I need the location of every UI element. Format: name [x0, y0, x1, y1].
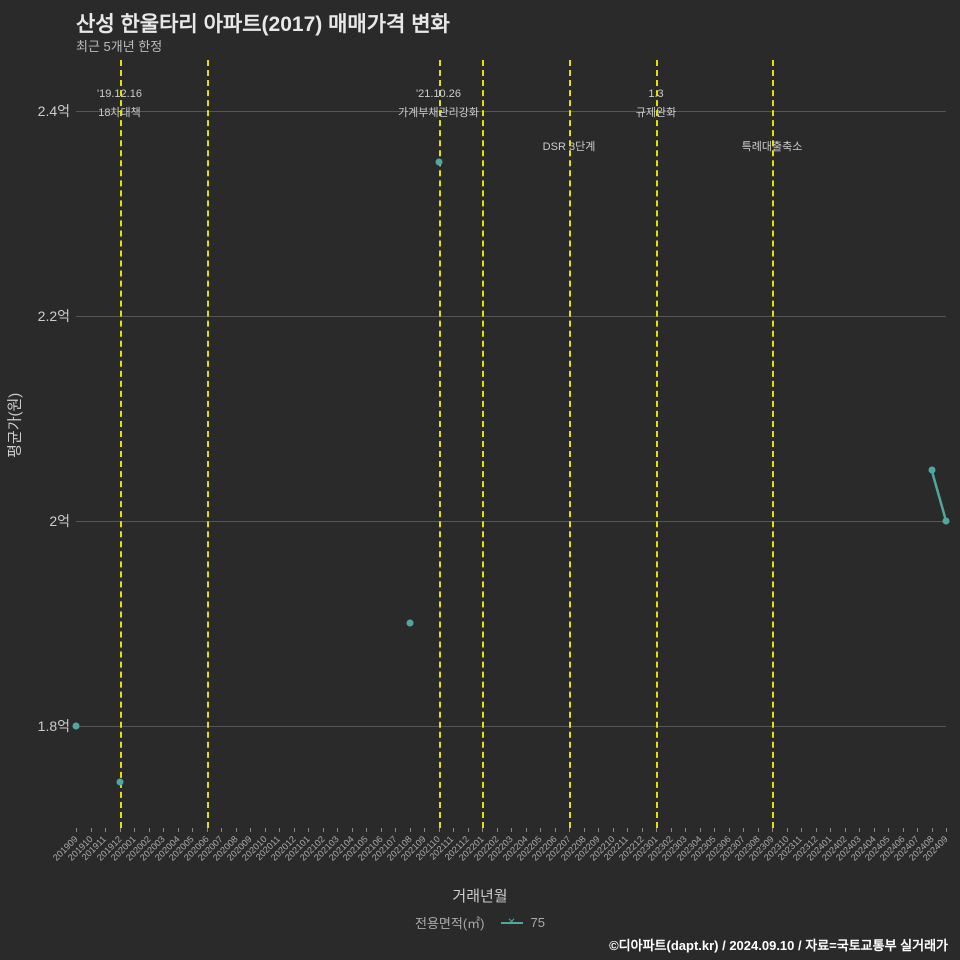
event-vline: [772, 60, 774, 828]
xtick-mark: [642, 828, 643, 832]
xtick-mark: [134, 828, 135, 832]
xtick-mark: [149, 828, 150, 832]
legend-marker: [501, 922, 523, 924]
event-annotation: 가계부채관리강화: [398, 104, 479, 120]
xtick-mark: [468, 828, 469, 832]
xtick-mark: [569, 828, 570, 832]
xtick-mark: [395, 828, 396, 832]
event-annotation: 18차대책: [98, 104, 141, 120]
xtick-mark: [932, 828, 933, 832]
chart-title: 산성 한울타리 아파트(2017) 매매가격 변화: [76, 8, 450, 38]
xtick-mark: [236, 828, 237, 832]
xtick-mark: [207, 828, 208, 832]
xtick-mark: [714, 828, 715, 832]
data-point: [928, 466, 935, 473]
legend: 전용면적(㎡) 75: [415, 913, 545, 932]
xtick-mark: [337, 828, 338, 832]
xtick-mark: [874, 828, 875, 832]
xtick-mark: [685, 828, 686, 832]
xtick-mark: [105, 828, 106, 832]
data-point: [406, 620, 413, 627]
xtick-mark: [410, 828, 411, 832]
event-vline: [569, 60, 571, 828]
legend-title: 전용면적(㎡): [415, 913, 485, 932]
data-point: [116, 778, 123, 785]
xtick-mark: [482, 828, 483, 832]
xtick-mark: [439, 828, 440, 832]
event-vline: [656, 60, 658, 828]
xtick-mark: [279, 828, 280, 832]
plot-area: [76, 60, 946, 828]
xtick-mark: [381, 828, 382, 832]
xtick-mark: [308, 828, 309, 832]
xtick-mark: [903, 828, 904, 832]
xtick-mark: [250, 828, 251, 832]
xtick-mark: [76, 828, 77, 832]
xtick-mark: [352, 828, 353, 832]
xtick-mark: [801, 828, 802, 832]
chart-container: 산성 한울타리 아파트(2017) 매매가격 변화 최근 5개년 한정 평균가(…: [0, 0, 960, 960]
xtick-mark: [888, 828, 889, 832]
event-annotation: '21.10.26: [416, 88, 461, 100]
xtick-mark: [946, 828, 947, 832]
xtick-mark: [221, 828, 222, 832]
ytick-label: 1.8억: [38, 716, 70, 736]
xtick-mark: [323, 828, 324, 832]
event-vline: [482, 60, 484, 828]
xtick-mark: [772, 828, 773, 832]
xtick-mark: [700, 828, 701, 832]
xtick-mark: [627, 828, 628, 832]
event-vline: [207, 60, 209, 828]
xtick-mark: [743, 828, 744, 832]
xtick-mark: [192, 828, 193, 832]
footer-credit: ©디아파트(dapt.kr) / 2024.09.10 / 자료=국토교통부 실…: [609, 935, 948, 954]
xtick-mark: [453, 828, 454, 832]
event-annotation: 규제완화: [636, 104, 676, 120]
xtick-mark: [787, 828, 788, 832]
xtick-mark: [816, 828, 817, 832]
chart-subtitle: 최근 5개년 한정: [76, 36, 162, 55]
xtick-mark: [497, 828, 498, 832]
xtick-mark: [555, 828, 556, 832]
x-axis-label: 거래년월: [452, 885, 507, 906]
xtick-mark: [859, 828, 860, 832]
xtick-mark: [830, 828, 831, 832]
event-annotation: '19.12.16: [97, 88, 142, 100]
data-point: [435, 159, 442, 166]
xtick-mark: [656, 828, 657, 832]
xtick-mark: [511, 828, 512, 832]
event-vline: [439, 60, 441, 828]
xtick-mark: [91, 828, 92, 832]
data-point: [943, 517, 950, 524]
ytick-label: 2.4억: [38, 101, 70, 121]
event-annotation: 특례대출축소: [742, 138, 803, 154]
event-annotation: 1.3: [648, 88, 663, 100]
y-axis-label: 평균가(원): [4, 393, 25, 458]
xtick-mark: [366, 828, 367, 832]
data-point: [73, 722, 80, 729]
xtick-mark: [917, 828, 918, 832]
event-vline: [120, 60, 122, 828]
xtick-mark: [526, 828, 527, 832]
ytick-label: 2억: [49, 511, 70, 531]
xtick-mark: [540, 828, 541, 832]
xtick-mark: [265, 828, 266, 832]
xtick-mark: [294, 828, 295, 832]
legend-series-label: 75: [531, 915, 545, 930]
xtick-mark: [178, 828, 179, 832]
event-annotation: DSR 3단계: [543, 138, 596, 154]
xtick-mark: [424, 828, 425, 832]
xtick-mark: [120, 828, 121, 832]
xtick-mark: [613, 828, 614, 832]
xtick-mark: [729, 828, 730, 832]
xtick-mark: [598, 828, 599, 832]
xtick-mark: [671, 828, 672, 832]
xtick-mark: [758, 828, 759, 832]
xtick-mark: [845, 828, 846, 832]
ytick-label: 2.2억: [38, 306, 70, 326]
xtick-mark: [584, 828, 585, 832]
xtick-mark: [163, 828, 164, 832]
